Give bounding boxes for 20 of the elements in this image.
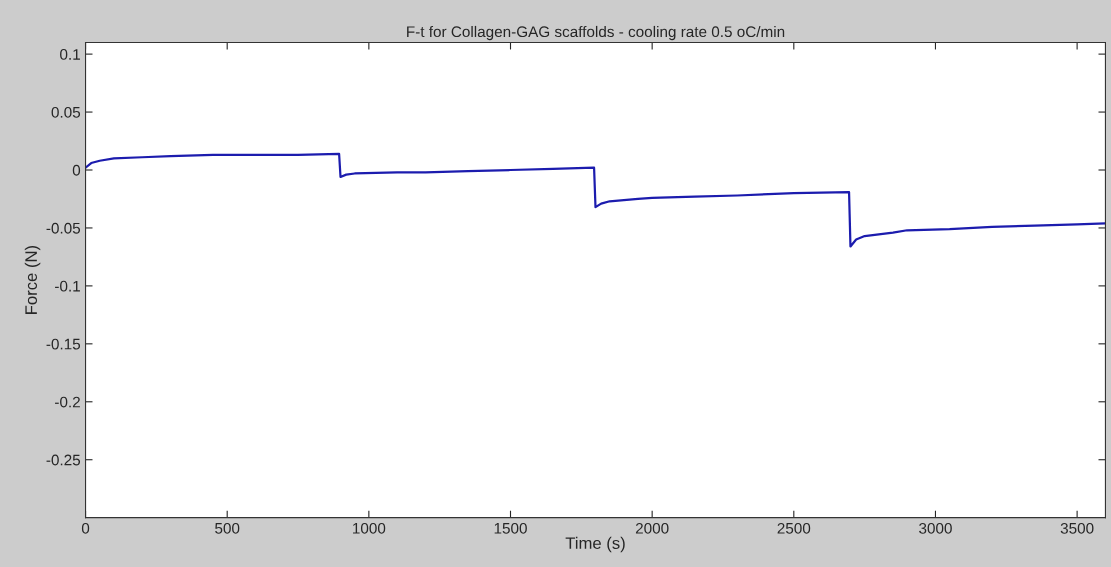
x-axis-title: Time (s) bbox=[565, 536, 625, 553]
y-tick-label: -0.15 bbox=[46, 338, 81, 350]
line-series bbox=[85, 152, 1106, 248]
x-tick-label: 2000 bbox=[635, 522, 669, 534]
x-tick-label: 1500 bbox=[494, 522, 527, 534]
x-tick-label: 1000 bbox=[353, 522, 386, 534]
x-tick-label: 0 bbox=[81, 522, 90, 534]
x-tick-label: 500 bbox=[215, 522, 240, 534]
y-tick-label: -0.25 bbox=[46, 454, 81, 466]
y-tick-label: -0.05 bbox=[46, 222, 81, 234]
y-axis-title: Force (N) bbox=[24, 245, 41, 314]
x-tick-label: 3000 bbox=[919, 522, 952, 534]
y-tick-label: 0.1 bbox=[60, 48, 80, 60]
chart-title: F-t for Collagen-GAG scaffolds - cooling rate 0.5 oC/min bbox=[407, 25, 785, 41]
y-tick-label: 0.05 bbox=[51, 106, 81, 118]
y-tick-label: -0.2 bbox=[55, 396, 80, 408]
y-tick-label: 0 bbox=[72, 164, 81, 176]
x-tick-label: 3500 bbox=[1060, 522, 1094, 534]
x-tick-label: 2500 bbox=[777, 522, 811, 534]
y-tick-label: -0.1 bbox=[55, 280, 80, 292]
